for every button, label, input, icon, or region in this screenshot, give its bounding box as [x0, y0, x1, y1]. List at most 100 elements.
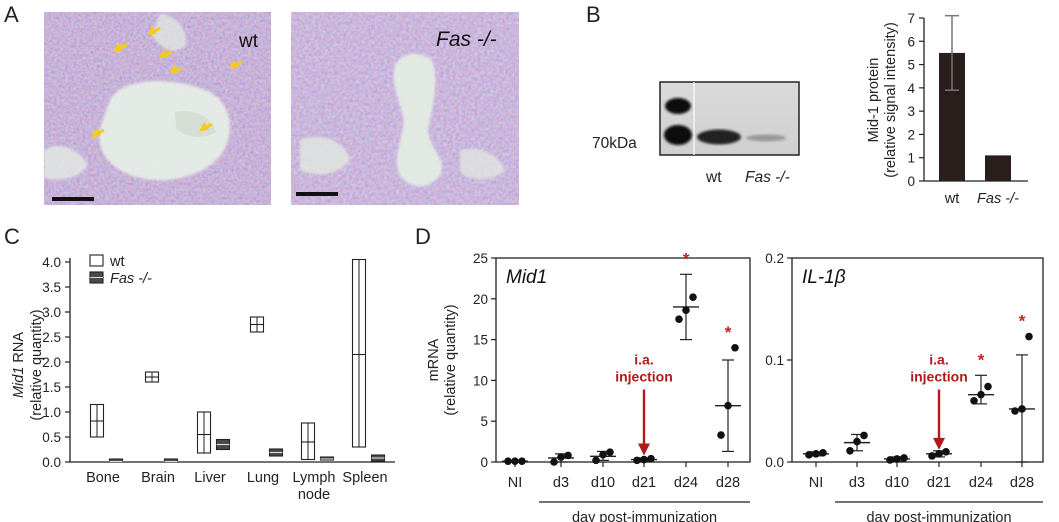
data-point — [504, 457, 512, 465]
chart-b-protein: 0 1 2 3 4 5 6 7 wt Fas -/- Mid-1 protein (relative … — [866, 11, 1028, 207]
x-axis-label: day post-immunization — [866, 510, 1011, 522]
panel-letter-a: A — [4, 2, 19, 27]
data-point — [511, 457, 519, 465]
y-tick-label: 1 — [907, 151, 915, 166]
data-point — [592, 456, 600, 465]
y-tick-label: 0.2 — [765, 251, 784, 266]
annotation-text-2: injection — [910, 369, 968, 385]
x-tick-label: d3 — [553, 475, 569, 491]
y-tick-label: 5 — [480, 414, 488, 429]
data-point — [900, 454, 908, 462]
data-point — [633, 456, 641, 465]
y-tick-label: 3 — [907, 104, 915, 119]
data-point — [518, 457, 526, 465]
y-axis-label-italic: Mid1 — [11, 367, 27, 398]
data-point — [928, 452, 936, 460]
y-tick-label: 2.5 — [42, 330, 61, 345]
x-tick-label: NI — [809, 475, 824, 491]
chart-title: IL-1β — [802, 267, 846, 288]
x-tick-label: Lymph — [293, 470, 336, 486]
y-tick-label: 0.0 — [42, 455, 61, 470]
y-tick-label: 1.5 — [42, 380, 61, 395]
legend-label-wt: wt — [109, 254, 125, 270]
x-tick-label: d24 — [969, 475, 993, 491]
data-point — [647, 454, 655, 463]
x-tick-label: Liver — [194, 470, 226, 486]
y-axis-label-2: (relative signal intensity) — [883, 22, 899, 178]
plot-frame — [791, 257, 1044, 463]
plot-frame — [495, 257, 751, 463]
y-tick-label: 0 — [480, 455, 488, 470]
x-tick-label: d10 — [885, 475, 909, 491]
y-tick-label: 0.1 — [765, 353, 784, 368]
panel-letter-c: C — [4, 224, 20, 249]
y-tick-label: 3.0 — [42, 305, 61, 320]
data-point — [984, 382, 992, 391]
western-blot: 70kDa wt Fas -/- — [592, 81, 800, 186]
y-tick-label: 4 — [907, 81, 915, 96]
x-tick-label: d24 — [674, 475, 698, 491]
y-tick-label: 6 — [907, 34, 915, 49]
lane-label-wt: wt — [705, 169, 722, 186]
chart-d-mid1: 0 5 10 15 20 25 Mid1 NI d3 d10 d21 d24 * d28 * day post… — [426, 249, 751, 522]
data-point — [1025, 332, 1033, 341]
annotation-text-2: injection — [615, 369, 673, 385]
chart-c-rna: 0.0 0.5 1.0 1.5 2.0 2.5 3.0 3.5 4.0 Bone Brain Live… — [11, 254, 395, 503]
x-tick-label: d3 — [849, 475, 865, 491]
data-point — [689, 293, 697, 301]
y-axis-label-2: (relative quantity) — [29, 309, 45, 420]
data-point — [724, 401, 732, 410]
legend-swatch-wt — [89, 254, 104, 267]
data-point — [977, 390, 985, 399]
data-point — [717, 431, 725, 439]
data-point — [1011, 407, 1019, 415]
data-point — [564, 451, 572, 460]
y-axis-label: mRNA — [426, 338, 442, 381]
x-tick-label: Bone — [86, 470, 120, 486]
y-tick-label: 5 — [907, 58, 915, 73]
x-tick-label: Brain — [141, 470, 175, 486]
data-point — [805, 451, 813, 459]
data-point — [606, 448, 614, 457]
significance-star: * — [1019, 312, 1026, 331]
x-tick-label: Spleen — [342, 470, 387, 486]
x-tick-label-2: node — [298, 487, 330, 503]
chart-title: Mid1 — [506, 267, 547, 288]
y-tick-label: 0.5 — [42, 430, 61, 445]
annotation-arrowhead — [933, 437, 945, 450]
data-point — [550, 458, 558, 466]
label-wt: wt — [238, 31, 259, 52]
x-tick-label: Lung — [247, 470, 279, 486]
annotation-text: i.a. — [929, 352, 948, 368]
y-tick-label: 2 — [907, 127, 915, 142]
significance-star: * — [725, 323, 732, 342]
y-axis-label-rest: RNA — [11, 332, 27, 367]
y-tick-label: 1.0 — [42, 405, 61, 420]
x-tick-label: d28 — [1010, 475, 1034, 491]
micrograph-fas: Fas -/- — [291, 12, 519, 205]
x-axis-label: day post-immunization — [572, 510, 717, 522]
y-tick-label: 3.5 — [42, 280, 61, 295]
arrow-markers — [91, 26, 243, 138]
annotation-text: i.a. — [634, 352, 653, 368]
y-axis-label-2: (relative quantity) — [443, 304, 459, 415]
data-point — [970, 397, 978, 405]
data-point — [935, 450, 943, 458]
x-tick-label: d21 — [927, 475, 951, 491]
data-point — [731, 343, 739, 352]
chart-d-il1b: 0.0 0.1 0.2 IL-1β NI d3 d10 d21 d24 * d28 * day post… — [765, 251, 1044, 522]
legend-label-fas: Fas -/- — [110, 271, 152, 287]
scale-bar-wt — [52, 197, 94, 201]
data-point — [1018, 405, 1026, 413]
data-point — [886, 456, 894, 464]
bar — [985, 155, 1011, 181]
data-point — [942, 448, 950, 456]
label-fas: Fas -/- — [436, 28, 497, 51]
panel-letter-d: D — [415, 224, 431, 249]
micrograph-wt: wt — [44, 12, 271, 205]
annotation-arrowhead — [638, 443, 650, 456]
data-point — [675, 315, 683, 324]
x-tick-label: NI — [508, 475, 523, 491]
y-tick-label: 20 — [473, 292, 488, 307]
